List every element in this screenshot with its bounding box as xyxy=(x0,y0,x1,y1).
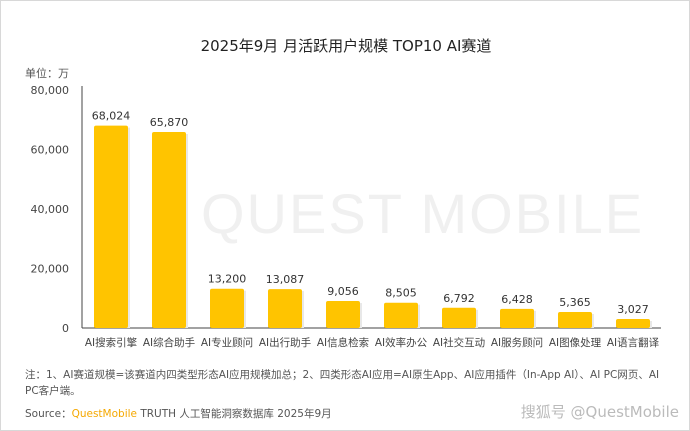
bar xyxy=(616,318,650,328)
x-tick-label: AI社交互动 xyxy=(433,336,485,349)
data-label: 6,792 xyxy=(443,292,475,305)
x-tick-label: AI综合助手 xyxy=(143,336,195,349)
bar xyxy=(210,288,244,328)
x-tick-label: AI语言翻译 xyxy=(607,336,660,349)
corner-watermark: 搜狐号 @QuestMobile xyxy=(520,403,679,421)
data-label: 3,027 xyxy=(617,303,649,316)
x-tick-label: AI信息检索 xyxy=(317,336,369,349)
bar xyxy=(442,307,476,328)
data-label: 8,505 xyxy=(385,287,417,300)
bar xyxy=(500,308,534,328)
source-line: Source：QuestMobile TRUTH 人工智能洞察数据库 2025年… xyxy=(25,406,332,421)
y-tick-label: 20,000 xyxy=(31,263,70,276)
source-rest: TRUTH 人工智能洞察数据库 2025年9月 xyxy=(137,408,332,420)
x-tick-label: AI效率办公 xyxy=(375,336,428,349)
data-label: 6,428 xyxy=(501,293,533,306)
bar xyxy=(384,302,418,328)
data-label: 9,056 xyxy=(327,285,359,298)
y-tick-label: 0 xyxy=(62,322,69,335)
y-tick-label: 80,000 xyxy=(31,84,70,97)
bar xyxy=(94,125,128,328)
x-tick-label: AI专业顾问 xyxy=(201,336,253,349)
x-tick-label: AI搜索引擎 xyxy=(85,336,138,349)
background-watermark: QUEST MOBILE xyxy=(201,182,645,245)
source-prefix: Source： xyxy=(25,408,72,420)
y-tick-label: 60,000 xyxy=(31,144,70,157)
x-tick-label: AI图像处理 xyxy=(549,337,602,349)
chart-title: 2025年9月 月活跃用户规模 TOP10 AI赛道 xyxy=(200,37,492,55)
footnote: 注：1、AI赛道规模=该赛道内四类型形态AI应用规模加总；2、四类形态AI应用=… xyxy=(25,369,660,397)
source-brand: QuestMobile xyxy=(71,408,137,420)
bar xyxy=(152,132,186,328)
y-axis-unit: 单位：万 xyxy=(25,67,69,80)
data-label: 5,365 xyxy=(559,296,591,309)
y-tick-label: 40,000 xyxy=(31,203,70,216)
data-label: 13,087 xyxy=(266,273,305,286)
x-tick-label: AI出行助手 xyxy=(259,336,311,349)
data-label: 13,200 xyxy=(208,273,247,286)
bar xyxy=(558,312,592,328)
bar xyxy=(326,301,360,328)
data-label: 68,024 xyxy=(92,110,131,123)
bar xyxy=(268,289,302,328)
data-label: 65,870 xyxy=(150,116,189,129)
x-tick-label: AI服务顾问 xyxy=(491,336,543,349)
